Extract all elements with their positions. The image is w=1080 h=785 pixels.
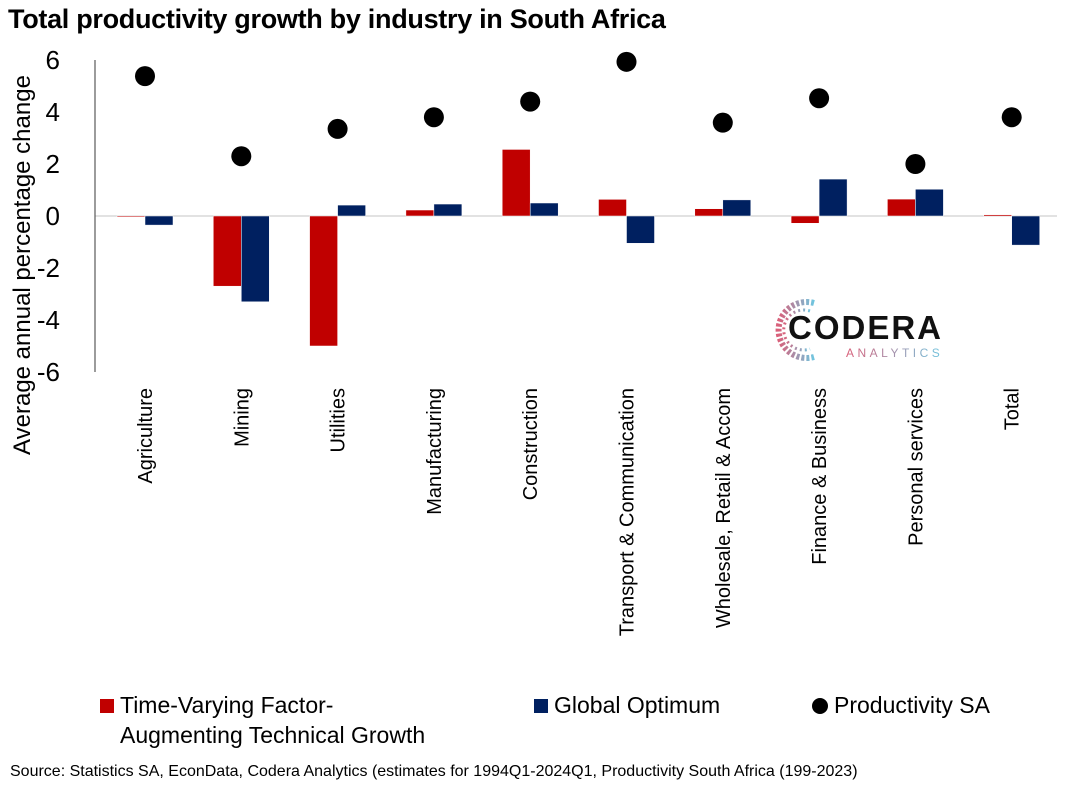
codera-logo: CODERA ANALYTICS: [770, 295, 970, 365]
legend-label: Global Optimum: [554, 692, 721, 718]
y-tick-label: -4: [37, 305, 60, 335]
x-tick-label: Construction: [520, 388, 542, 500]
x-tick-label: Mining: [231, 388, 253, 447]
x-tick-label: Utilities: [328, 388, 350, 452]
bar-global-optimum: [529, 202, 559, 217]
y-tick-label: 6: [46, 45, 60, 75]
point-productivity-sa: [423, 107, 444, 128]
logo-mark-icon: CODERA ANALYTICS: [775, 299, 943, 361]
bar-technical-growth: [790, 215, 820, 224]
logo-text: CODERA: [788, 309, 943, 346]
legend-item-technical-growth: Time-Varying Factor- Augmenting Technica…: [100, 690, 425, 750]
y-tick-label: 4: [46, 97, 60, 127]
x-tick-label: Agriculture: [135, 388, 157, 484]
bar-global-optimum: [1011, 215, 1040, 246]
bar-technical-growth: [116, 215, 146, 218]
x-tick-label: Finance & Business: [809, 388, 831, 565]
bar-technical-growth: [501, 149, 531, 217]
point-productivity-sa: [712, 112, 733, 133]
bar-technical-growth: [983, 214, 1012, 217]
x-tick-label: Total: [1002, 388, 1024, 430]
legend-label: Augmenting Technical Growth: [120, 722, 426, 748]
legend-marker-dot: [812, 698, 828, 714]
bar-technical-growth: [309, 215, 338, 347]
legend-label: Time-Varying Factor-: [120, 692, 334, 718]
legend-swatch-red: [100, 699, 114, 713]
y-tick-label: 0: [46, 201, 60, 231]
bar-technical-growth: [694, 208, 724, 217]
point-productivity-sa: [616, 51, 637, 72]
bar-global-optimum: [915, 188, 944, 217]
point-productivity-sa: [231, 146, 252, 167]
source-note: Source: Statistics SA, EconData, Codera …: [10, 763, 858, 780]
bar-global-optimum: [241, 215, 270, 303]
x-tick-label: Personal services: [905, 388, 927, 546]
x-tick-label: Transport & Communication: [617, 388, 639, 636]
bar-global-optimum: [433, 203, 463, 217]
y-axis-label: Average annual percentage change: [9, 75, 36, 455]
legend-item-productivity-sa: Productivity SA: [812, 690, 990, 720]
bar-technical-growth: [405, 209, 435, 217]
bar-technical-growth: [598, 199, 627, 217]
bar-global-optimum: [818, 178, 848, 217]
x-tick-label: Manufacturing: [424, 388, 446, 515]
point-productivity-sa: [135, 66, 155, 87]
legend-item-global-optimum: Global Optimum: [534, 690, 720, 720]
y-tick-label: -2: [37, 253, 60, 283]
point-productivity-sa: [327, 118, 348, 139]
bar-global-optimum: [626, 215, 655, 244]
bar-global-optimum: [722, 199, 752, 217]
bar-technical-growth: [887, 198, 916, 217]
legend-swatch-blue: [534, 699, 548, 713]
y-tick-label: 2: [46, 149, 60, 179]
logo-subtext: ANALYTICS: [846, 346, 943, 360]
x-tick-label: Wholesale, Retail & Accom: [713, 388, 735, 628]
y-tick-label: -6: [37, 357, 60, 387]
bar-global-optimum: [144, 215, 174, 226]
point-productivity-sa: [1001, 107, 1022, 128]
chart-title: Total productivity growth by industry in…: [8, 4, 666, 34]
point-productivity-sa: [520, 91, 541, 112]
bar-technical-growth: [213, 215, 242, 287]
point-productivity-sa: [905, 154, 926, 174]
legend-label: Productivity SA: [834, 692, 990, 718]
point-productivity-sa: [809, 88, 830, 109]
bar-global-optimum: [337, 204, 366, 217]
